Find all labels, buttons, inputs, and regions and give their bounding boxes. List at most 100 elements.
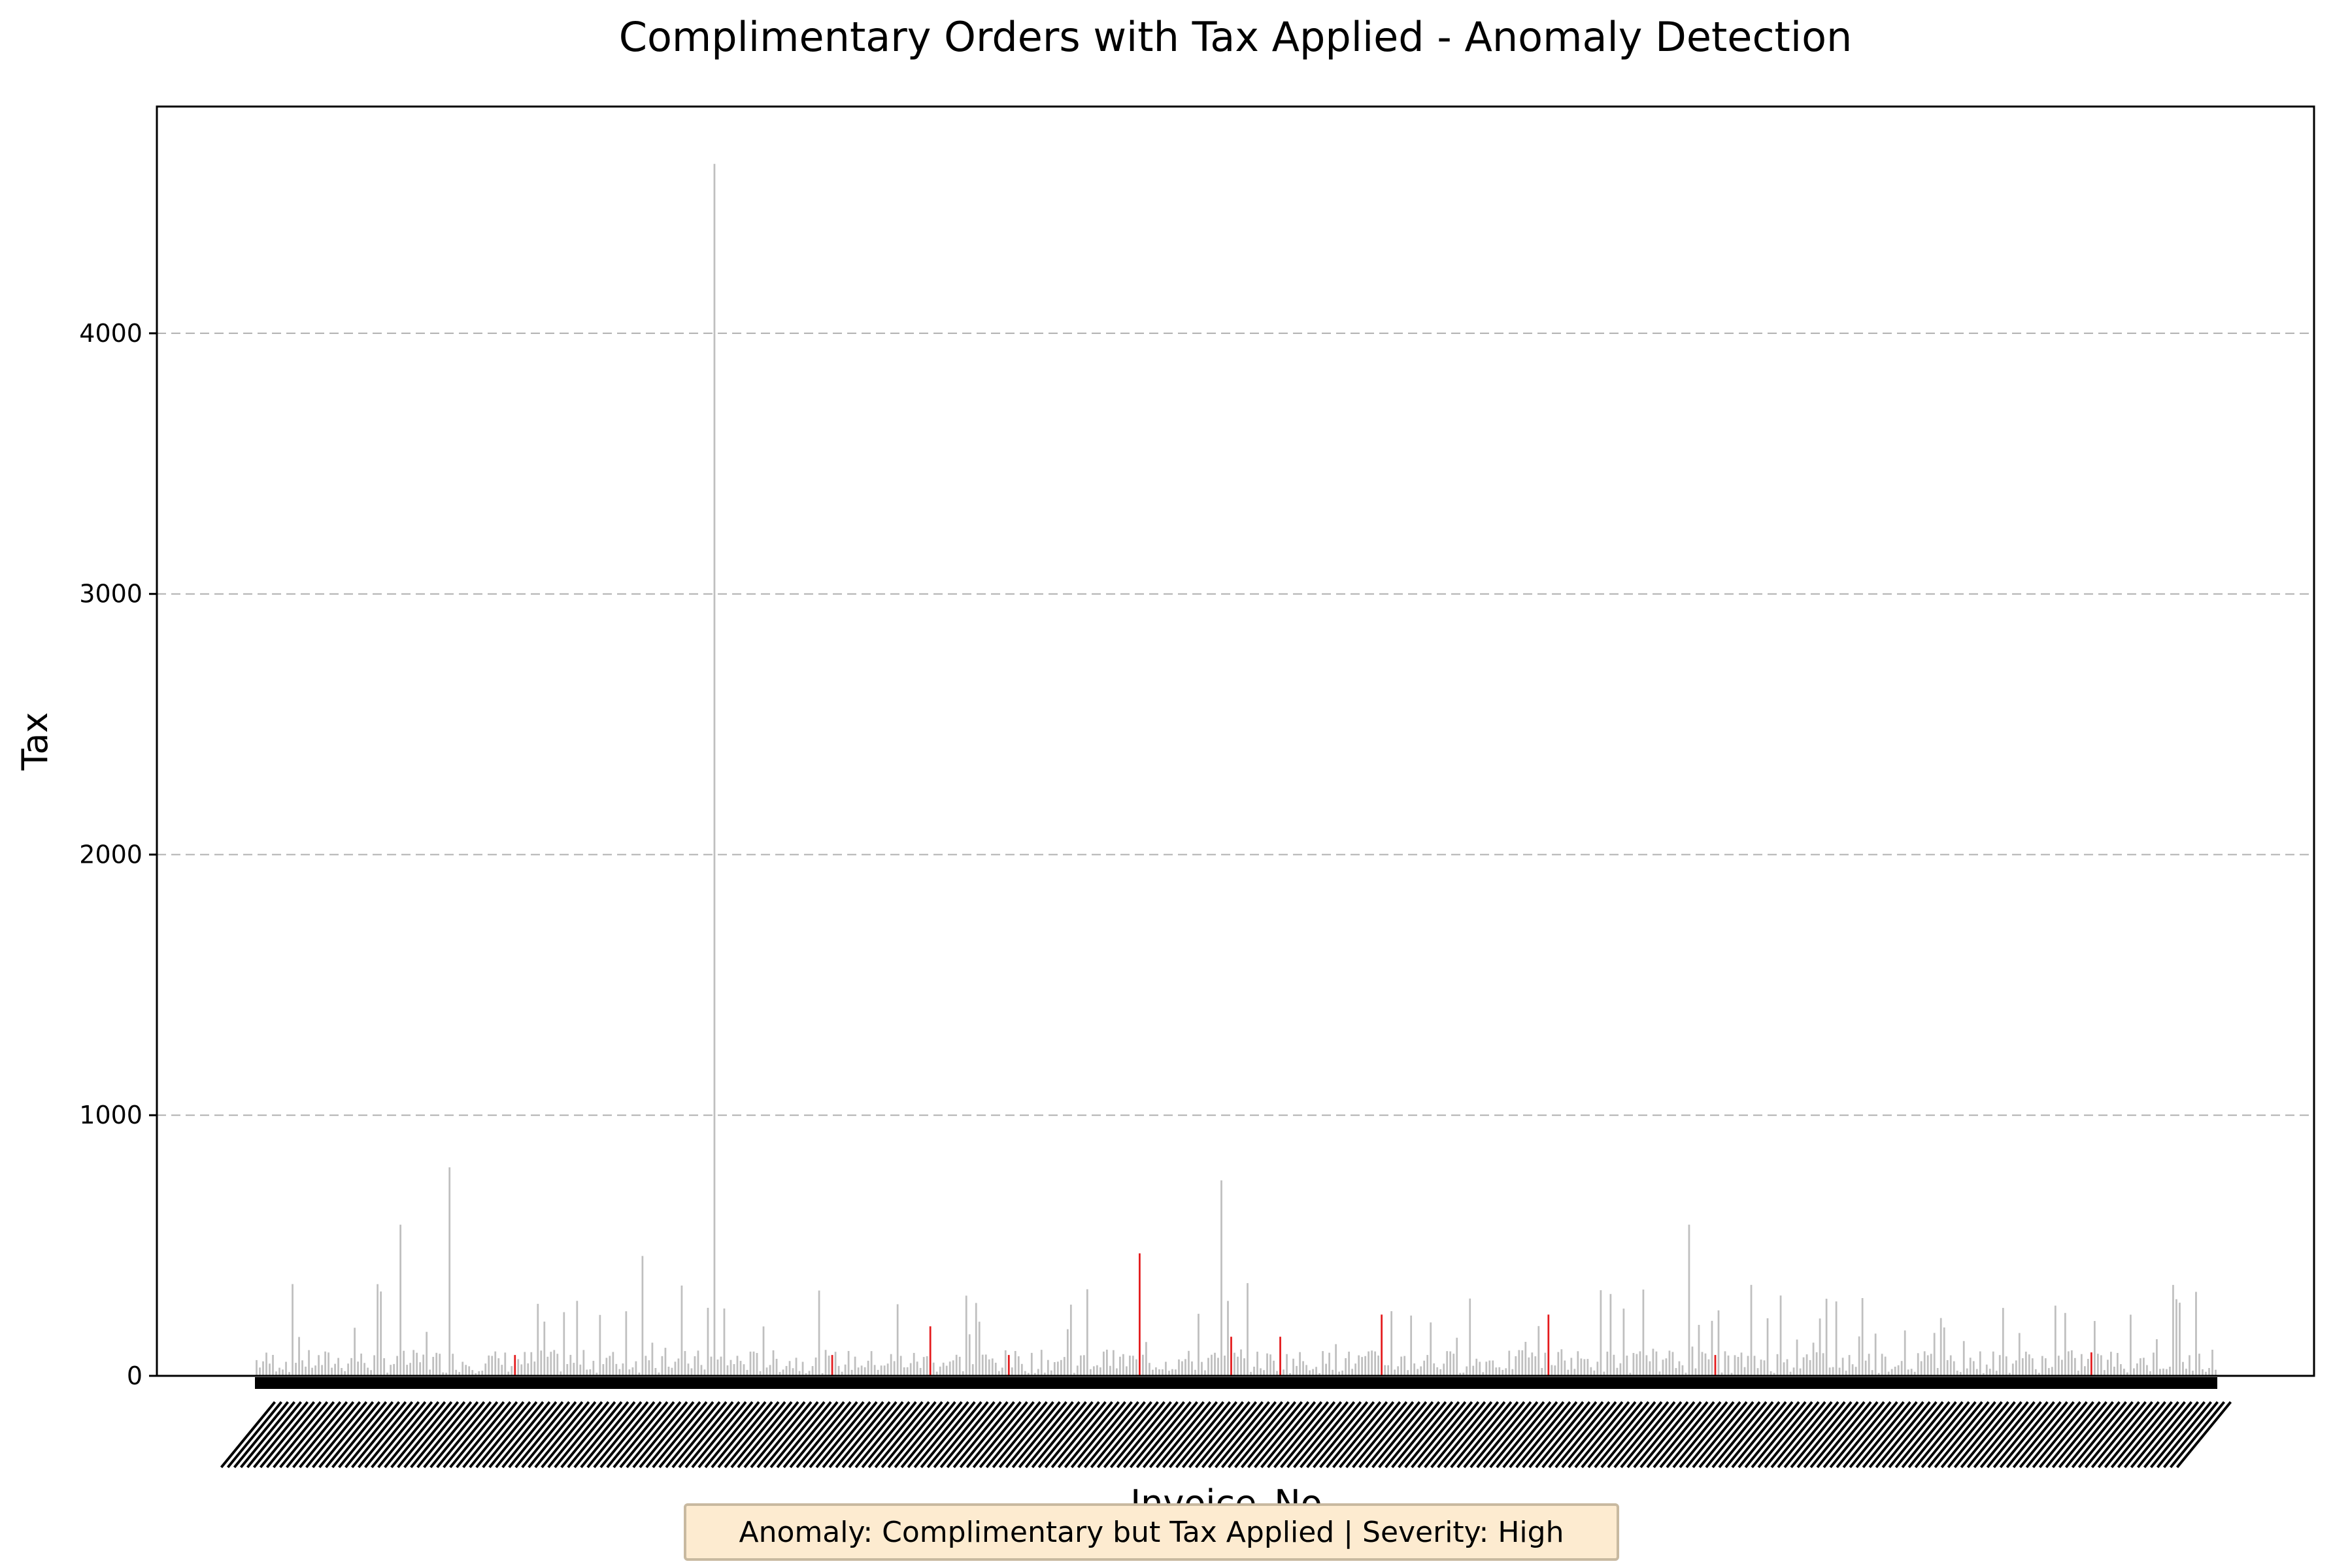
x-tick-label: [482, 1401, 538, 1469]
bar: [429, 1369, 431, 1376]
bar: [733, 1364, 735, 1376]
bar: [2083, 1366, 2086, 1376]
bar: [1332, 1369, 1334, 1376]
x-tick-label: [874, 1401, 930, 1469]
x-tick-label: [1247, 1401, 1303, 1469]
bar: [347, 1363, 349, 1376]
bar: [1390, 1311, 1393, 1376]
bar: [1926, 1355, 1929, 1376]
x-tick-label: [2064, 1401, 2121, 1469]
bar: [1557, 1352, 1560, 1376]
bar: [867, 1360, 869, 1376]
x-tick-label: [1469, 1401, 1526, 1469]
x-tick-label: [1966, 1401, 2022, 1469]
bar: [363, 1363, 365, 1376]
x-tick-label: [273, 1401, 329, 1469]
bar: [1652, 1348, 1654, 1376]
bar: [282, 1369, 284, 1376]
x-tick-label: [2104, 1401, 2160, 1469]
bar: [654, 1368, 657, 1376]
bar: [1959, 1372, 1962, 1376]
x-tick-label: [900, 1401, 956, 1469]
bar: [1155, 1367, 1157, 1376]
bar: [1472, 1365, 1475, 1376]
bar: [262, 1361, 264, 1376]
x-tick-label: [1129, 1401, 1185, 1469]
bar: [432, 1356, 435, 1376]
bar: [775, 1358, 778, 1376]
bar: [2117, 1352, 2119, 1376]
bar: [1240, 1349, 1242, 1376]
x-tick-label: [292, 1401, 348, 1469]
x-tick-label: [384, 1401, 440, 1469]
bar: [899, 1356, 902, 1376]
bar: [1939, 1318, 1942, 1376]
x-tick-label: [1705, 1401, 1761, 1469]
x-tick-label: [717, 1401, 773, 1469]
bar: [1283, 1369, 1284, 1376]
x-tick-label: [1581, 1401, 1637, 1469]
x-tick-label: [410, 1401, 466, 1469]
bar: [576, 1301, 579, 1376]
bar: [948, 1361, 951, 1376]
bar: [1832, 1367, 1834, 1376]
bar: [1102, 1351, 1105, 1376]
bar: [922, 1357, 925, 1376]
bar: [916, 1361, 918, 1376]
bar: [1358, 1355, 1360, 1376]
bar: [628, 1369, 631, 1376]
bar: [1564, 1360, 1566, 1376]
bar: [275, 1371, 277, 1376]
bar: [703, 1369, 706, 1376]
bar: [442, 1372, 445, 1376]
x-tick-label: [1633, 1401, 1689, 1469]
x-tick-label: [789, 1401, 845, 1469]
bar: [1204, 1370, 1206, 1376]
x-tick-label: [2051, 1401, 2107, 1469]
bar: [1923, 1351, 1926, 1376]
bar: [1524, 1341, 1527, 1376]
x-tick-label: [802, 1401, 858, 1469]
bar: [886, 1363, 889, 1376]
x-tick-label: [1894, 1401, 1951, 1469]
bar: [596, 1373, 598, 1376]
x-tick-label: [1083, 1401, 1139, 1469]
bar: [1436, 1367, 1439, 1376]
bar: [507, 1371, 510, 1376]
bar: [318, 1355, 320, 1376]
bar: [412, 1350, 415, 1376]
x-tick-label: [1313, 1401, 1369, 1469]
bar: [955, 1354, 958, 1376]
x-tick-label: [436, 1401, 492, 1469]
grid-lines: [157, 332, 2314, 1116]
bar: [896, 1304, 899, 1376]
bar: [1809, 1359, 1811, 1376]
bar: [906, 1367, 909, 1376]
bar: [1152, 1369, 1154, 1376]
x-tick-label: [828, 1401, 884, 1469]
x-tick-label: [220, 1401, 277, 1469]
bar: [890, 1354, 892, 1376]
bar: [1089, 1369, 1092, 1376]
bar: [1312, 1369, 1314, 1376]
x-tick-label: [1921, 1401, 1977, 1469]
x-tick-label: [881, 1401, 937, 1469]
bar: [406, 1365, 409, 1376]
bar: [622, 1363, 624, 1376]
bar: [301, 1360, 303, 1376]
x-tick-label: [325, 1401, 381, 1469]
bar: [337, 1358, 339, 1376]
bar: [452, 1354, 454, 1376]
bar: [1711, 1320, 1713, 1376]
bar: [1881, 1354, 1883, 1376]
bar: [1266, 1353, 1268, 1376]
x-tick-label: [397, 1401, 453, 1469]
bar: [1819, 1318, 1821, 1376]
bar: [716, 1359, 719, 1376]
bar: [981, 1354, 984, 1376]
bar: [1092, 1366, 1095, 1376]
bar: [1537, 1326, 1540, 1376]
bar: [913, 1352, 915, 1376]
bar: [1577, 1351, 1579, 1376]
